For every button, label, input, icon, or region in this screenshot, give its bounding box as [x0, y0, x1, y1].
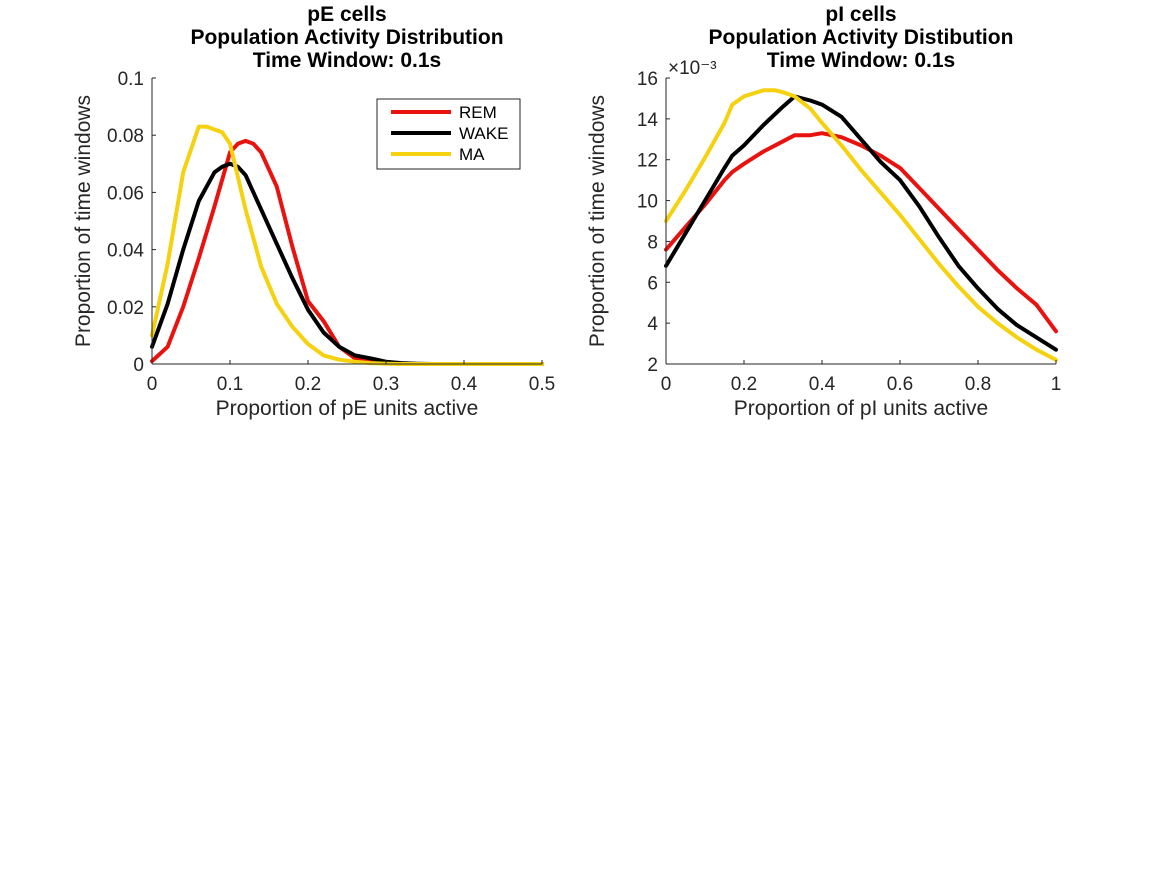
y-tick-label: 2: [647, 355, 658, 376]
x-axis-label: Proportion of pI units active: [734, 397, 988, 420]
x-tick-label: 0.4: [809, 374, 836, 395]
y-tick-label: 14: [637, 110, 659, 131]
x-tick-label: 0.2: [731, 374, 757, 395]
chart-title-line: Time Window: 0.1s: [767, 49, 955, 72]
y-axis-label: Proportion of time windows: [586, 95, 609, 347]
legend: REM WAKE MA: [376, 98, 521, 170]
y-exponent-label: ×10⁻³: [668, 58, 717, 79]
x-tick-label: 0.1: [217, 374, 243, 395]
y-axis-label: Proportion of time windows: [72, 95, 95, 347]
y-tick-label: 0.08: [107, 126, 144, 147]
legend-label-ma: MA: [459, 145, 485, 164]
y-tick-label: 0.04: [107, 241, 144, 262]
y-tick-label: 16: [637, 69, 658, 90]
chart-title-line: pI cells: [825, 3, 896, 26]
y-tick-label: 0.06: [107, 183, 144, 204]
y-tick-label: 0.1: [118, 69, 144, 90]
x-axis-label: Proportion of pE units active: [216, 397, 479, 420]
x-tick-label: 0.3: [373, 374, 399, 395]
x-tick-label: 0.5: [529, 374, 555, 395]
y-tick-label: 10: [637, 192, 658, 213]
series-line-ma: [664, 88, 1058, 362]
y-tick-label: 6: [647, 273, 658, 294]
series-line-wake: [664, 94, 1058, 352]
x-tick-label: 0.8: [965, 374, 991, 395]
chart-title-line: Population Activity Distibution: [709, 26, 1014, 49]
chart-pe-cells: 0 0.1 0.2 0.3 0.4 0.500.020.040.060.080.1Prop…: [72, 3, 555, 420]
x-tick-label: 0.6: [887, 374, 913, 395]
y-tick-label: 8: [647, 232, 658, 253]
y-tick-label: 0: [133, 355, 144, 376]
y-tick-label: 0.02: [107, 298, 144, 319]
chart-title-line: Time Window: 0.1s: [253, 49, 441, 72]
x-tick-label: 0.4: [451, 374, 478, 395]
x-tick-label: 0.2: [295, 374, 321, 395]
legend-label-rem: REM: [459, 103, 497, 122]
y-tick-label: 4: [647, 314, 658, 335]
series-line-rem: [664, 131, 1058, 334]
y-tick-label: 12: [637, 151, 658, 172]
chart-title-line: pE cells: [307, 3, 386, 26]
x-tick-label: 0: [147, 374, 158, 395]
x-tick-label: 1: [1051, 374, 1062, 395]
chart-title-line: Population Activity Distribution: [190, 26, 503, 49]
chart-pi-cells: 0 0.2 0.4 0.6 0.8 1246810121416×10⁻³Proportio…: [586, 3, 1061, 420]
legend-label-wake: WAKE: [459, 124, 508, 143]
x-tick-label: 0: [661, 374, 672, 395]
